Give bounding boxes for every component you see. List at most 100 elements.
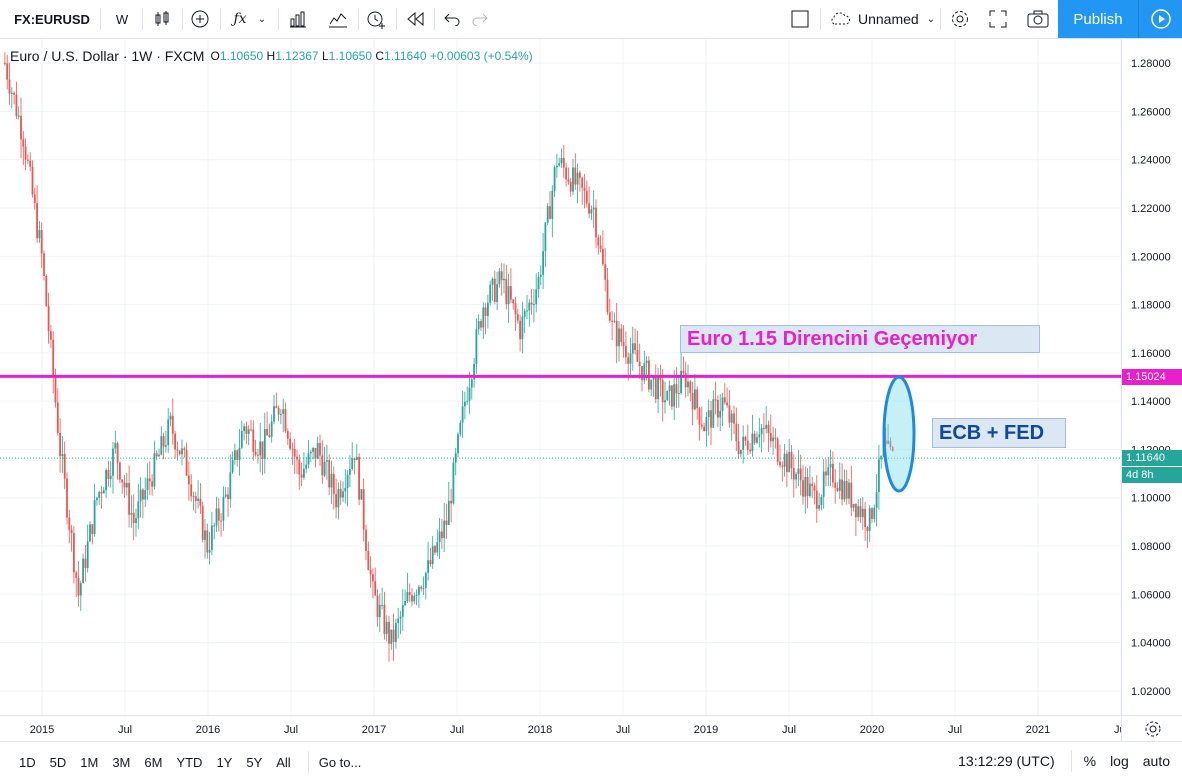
templates-icon[interactable] — [322, 0, 354, 38]
alert-clock-icon[interactable] — [360, 0, 392, 38]
range-5d[interactable]: 5D — [49, 754, 67, 770]
candle-body — [206, 530, 209, 553]
candle-body — [132, 512, 135, 524]
candle-body — [107, 469, 110, 479]
candle-body — [360, 489, 363, 500]
candle-body — [86, 541, 89, 569]
compare-add-icon[interactable] — [184, 0, 216, 38]
candle-body — [482, 307, 485, 328]
interval-selector[interactable]: W — [115, 11, 129, 27]
close-value: 1.11640 — [384, 49, 427, 63]
separator — [100, 8, 101, 30]
gear-icon — [1145, 721, 1160, 737]
camera-icon[interactable] — [1022, 0, 1054, 38]
candle-body — [850, 482, 853, 508]
candle-body — [740, 449, 742, 455]
range-all[interactable]: All — [276, 754, 291, 770]
candle-body — [592, 207, 595, 210]
log-toggle[interactable]: log — [1110, 753, 1129, 769]
chart-pane[interactable] — [0, 39, 1121, 715]
candle-body — [328, 460, 331, 488]
candle-body — [671, 385, 673, 407]
separator — [278, 8, 279, 30]
candle-body — [622, 341, 625, 346]
axis-settings[interactable] — [1121, 715, 1182, 742]
redo-icon[interactable] — [464, 0, 496, 38]
publish-play-icon[interactable] — [1138, 0, 1182, 38]
candle-body — [128, 482, 130, 515]
candle-body — [353, 458, 356, 461]
clock-time[interactable]: 13:12:29 (UTC) — [958, 753, 1055, 769]
candle-body — [802, 480, 804, 497]
gear-icon[interactable] — [944, 0, 976, 38]
resistance-annotation[interactable]: Euro 1.15 Direncini Geçemiyor — [680, 325, 1040, 353]
candle-body — [625, 345, 627, 358]
undo-icon[interactable] — [436, 0, 468, 38]
candle-body — [29, 160, 32, 167]
time-axis[interactable]: 2015 Jul 2016 Jul 2017 Jul 2018 Jul 2019 Jul 2020 J… — [0, 715, 1128, 742]
event-annotation[interactable]: ECB + FED — [932, 418, 1066, 448]
candle-body — [339, 489, 342, 498]
candle-body — [737, 441, 740, 455]
fullscreen-icon[interactable] — [982, 0, 1014, 38]
candle-body — [608, 312, 611, 321]
candle-body — [358, 456, 360, 500]
time-tick-label: 2019 — [694, 724, 718, 736]
candle-body — [79, 583, 82, 596]
candle-body — [236, 450, 239, 460]
chevron-down-icon[interactable]: ⌄ — [257, 13, 267, 25]
select-checkbox-icon[interactable] — [784, 0, 816, 38]
candle-body — [884, 440, 887, 445]
price-tick-label: 1.06000 — [1131, 589, 1171, 601]
range-5y[interactable]: 5Y — [246, 754, 263, 770]
candle-body — [889, 440, 892, 447]
candle-body — [588, 203, 590, 214]
candle-body — [493, 278, 496, 302]
auto-toggle[interactable]: auto — [1142, 753, 1170, 769]
candle-body — [705, 417, 708, 432]
candle-body — [477, 321, 480, 330]
layout-menu[interactable]: Unnamed ⌄ — [828, 0, 935, 38]
range-6m[interactable]: 6M — [144, 754, 163, 770]
candle-body — [535, 289, 538, 305]
replay-icon[interactable] — [400, 0, 432, 38]
open-label: O — [210, 49, 220, 63]
candle-body — [774, 437, 777, 439]
candle-body — [185, 449, 188, 476]
candle-body — [641, 366, 643, 381]
range-1y[interactable]: 1Y — [216, 754, 233, 770]
candle-body — [776, 438, 779, 462]
candle-body — [878, 459, 880, 493]
separator — [820, 8, 821, 30]
candle-body — [61, 453, 64, 457]
price-tick-label: 1.02000 — [1131, 686, 1171, 698]
candle-body — [93, 500, 96, 534]
candle-body — [365, 529, 367, 551]
candle-body — [558, 163, 561, 166]
candle-body — [169, 415, 172, 420]
close-label: C — [375, 49, 385, 63]
chart-type-candles-icon[interactable] — [146, 0, 178, 38]
symbol-search[interactable]: FX:EURUSD — [14, 11, 90, 27]
publish-button[interactable]: Publish — [1058, 0, 1138, 38]
range-ytd[interactable]: YTD — [176, 754, 203, 770]
candle-body — [811, 483, 814, 486]
candle-body — [654, 377, 657, 400]
percent-toggle[interactable]: % — [1083, 753, 1097, 769]
range-3m[interactable]: 3M — [112, 754, 131, 770]
symbol-title: Euro / U.S. Dollar · 1W · FXCM — [10, 48, 205, 64]
range-1m[interactable]: 1M — [80, 754, 99, 770]
goto-button[interactable]: Go to... — [318, 754, 362, 770]
candle-body — [355, 456, 358, 461]
candle-body — [227, 494, 229, 500]
candle-body — [208, 549, 211, 553]
candle-body — [96, 497, 98, 501]
financials-icon[interactable] — [282, 0, 314, 38]
candle-body — [47, 306, 50, 332]
candle-body — [263, 429, 266, 460]
range-1d[interactable]: 1D — [19, 754, 36, 770]
candle-body — [259, 441, 262, 456]
candle-body — [280, 413, 282, 415]
indicators-fx-icon[interactable]: ƒx — [233, 11, 247, 27]
high-value: 1.12367 — [275, 49, 319, 63]
